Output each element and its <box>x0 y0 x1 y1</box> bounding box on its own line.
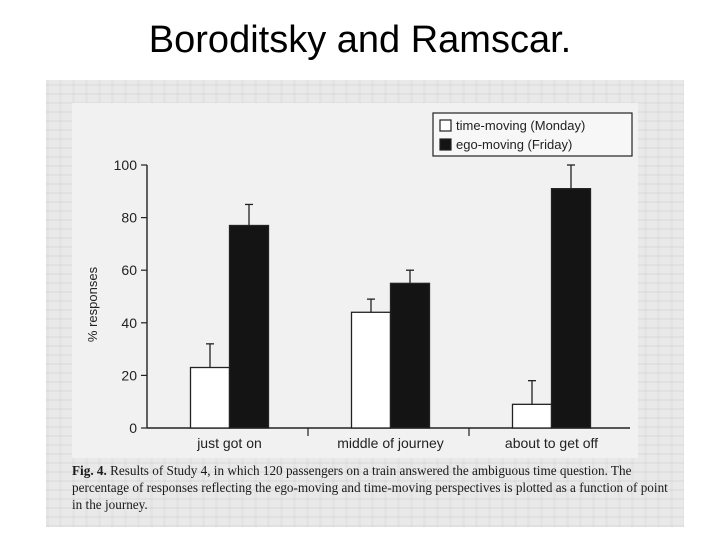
bar-time-moving-3 <box>511 403 553 429</box>
legend-label-time-moving: time-moving (Monday) <box>456 118 585 133</box>
y-axis-label: % responses <box>85 266 100 342</box>
bar-ego-moving-1 <box>228 224 270 429</box>
x-tick-label-2: middle of journey <box>337 435 444 451</box>
slide-title: Boroditsky and Ramscar. <box>148 19 572 61</box>
y-tick-label-100: 100 <box>114 157 138 173</box>
y-tick-label-80: 80 <box>121 210 137 226</box>
legend-swatch-time-moving <box>439 119 452 132</box>
y-tick-label-40: 40 <box>121 315 137 331</box>
y-tick-label-20: 20 <box>121 367 137 383</box>
legend-swatch-ego-moving <box>439 138 452 151</box>
y-tick-label-0: 0 <box>129 420 137 436</box>
bar-ego-moving-3 <box>550 188 592 429</box>
caption-label: Fig. 4. <box>72 463 107 478</box>
caption-text: Results of Study 4, in which 120 passeng… <box>72 463 668 512</box>
legend-label-ego-moving: ego-moving (Friday) <box>456 137 572 152</box>
y-tick-label-60: 60 <box>121 262 137 278</box>
bar-time-moving-1 <box>189 366 231 429</box>
x-tick-label-3: about to get off <box>505 435 598 451</box>
x-tick-label-1: just got on <box>196 435 262 451</box>
bar-time-moving-2 <box>350 311 392 429</box>
legend-box <box>432 112 633 157</box>
figure-caption: Fig. 4. Results of Study 4, in which 120… <box>72 462 678 513</box>
bar-ego-moving-2 <box>389 282 431 429</box>
